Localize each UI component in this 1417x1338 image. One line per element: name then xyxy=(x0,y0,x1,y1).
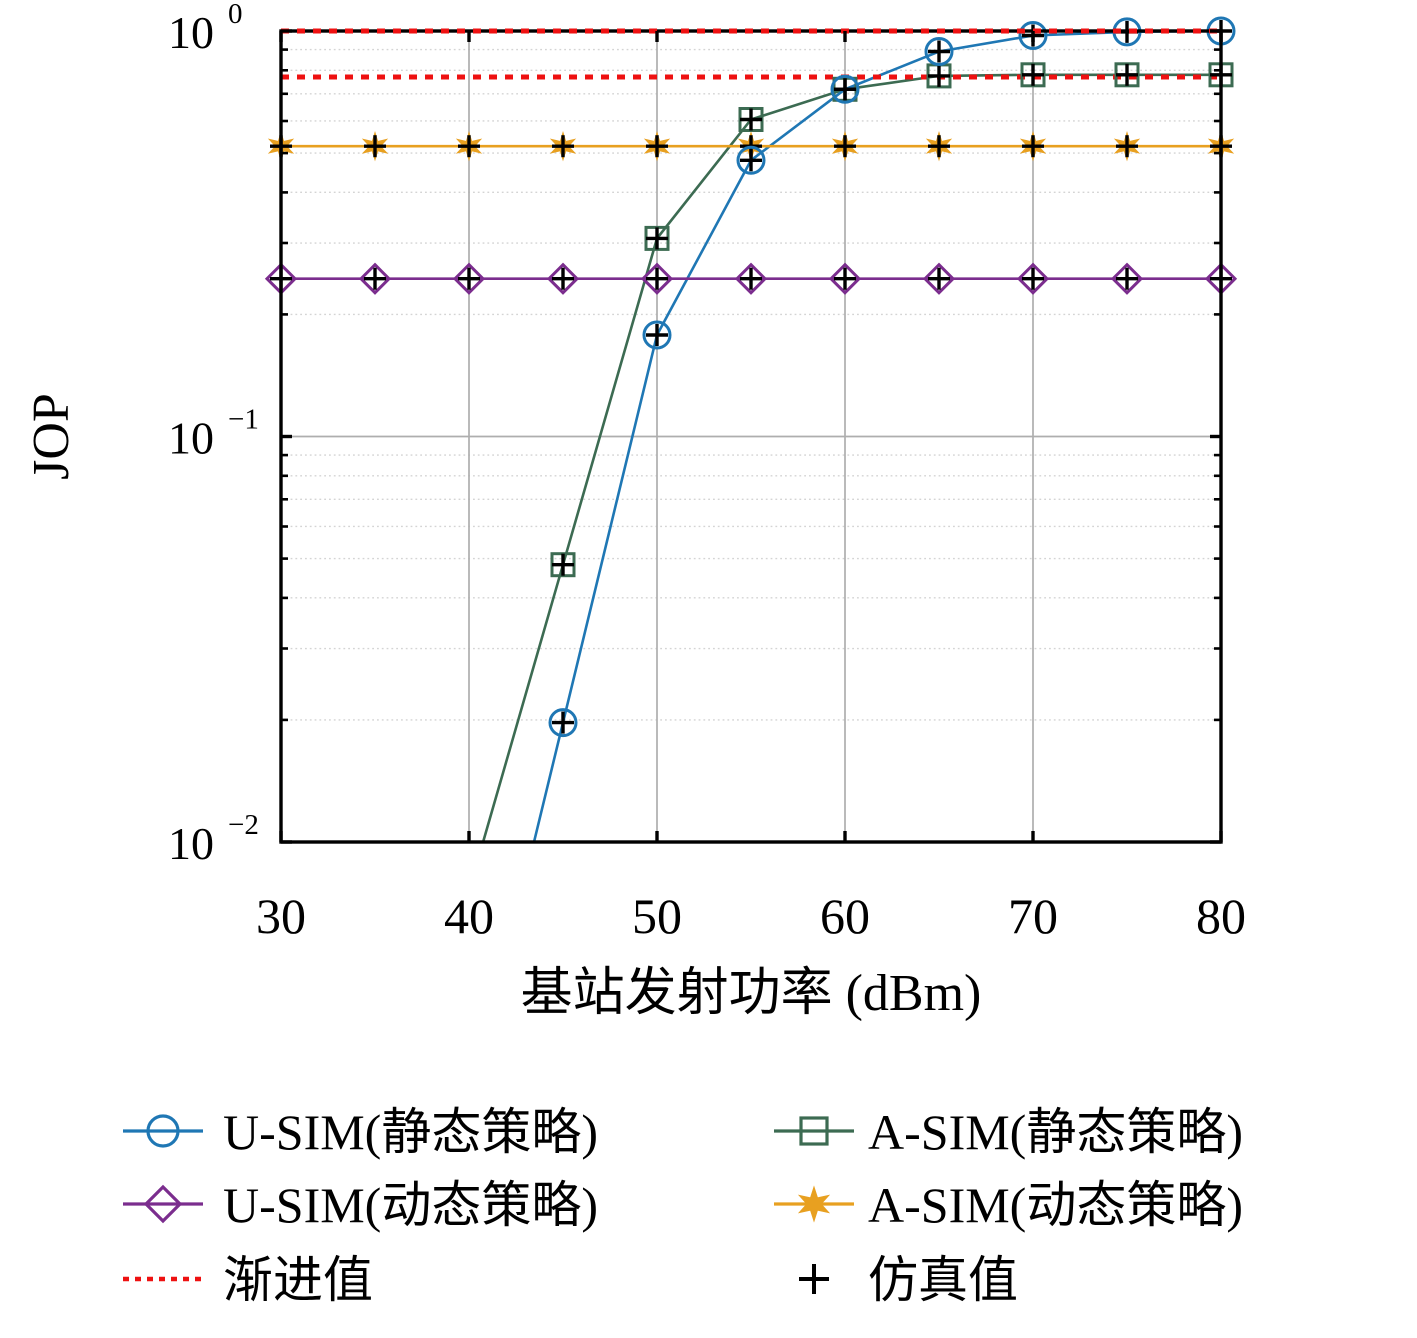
svg-text:U-SIM(动态策略): U-SIM(动态策略) xyxy=(223,1177,598,1233)
svg-text:10: 10 xyxy=(168,413,214,464)
svg-text:30: 30 xyxy=(256,888,306,944)
svg-text:50: 50 xyxy=(632,888,682,944)
svg-text:A-SIM(动态策略): A-SIM(动态策略) xyxy=(868,1177,1243,1233)
svg-text:10: 10 xyxy=(168,818,214,869)
svg-text:80: 80 xyxy=(1196,888,1246,944)
svg-text:−1: −1 xyxy=(228,404,259,436)
svg-text:−2: −2 xyxy=(228,809,259,841)
svg-text:0: 0 xyxy=(228,0,243,30)
svg-text:U-SIM(静态策略): U-SIM(静态策略) xyxy=(223,1104,598,1160)
svg-text:JOP: JOP xyxy=(23,393,80,480)
svg-text:70: 70 xyxy=(1008,888,1058,944)
svg-text:仿真值: 仿真值 xyxy=(868,1252,1018,1308)
svg-text:40: 40 xyxy=(444,888,494,944)
svg-text:10: 10 xyxy=(168,7,214,58)
svg-text:A-SIM(静态策略): A-SIM(静态策略) xyxy=(868,1104,1243,1160)
svg-text:基站发射功率 (dBm): 基站发射功率 (dBm) xyxy=(521,965,982,1022)
svg-text:渐进值: 渐进值 xyxy=(223,1252,373,1308)
svg-text:60: 60 xyxy=(820,888,870,944)
